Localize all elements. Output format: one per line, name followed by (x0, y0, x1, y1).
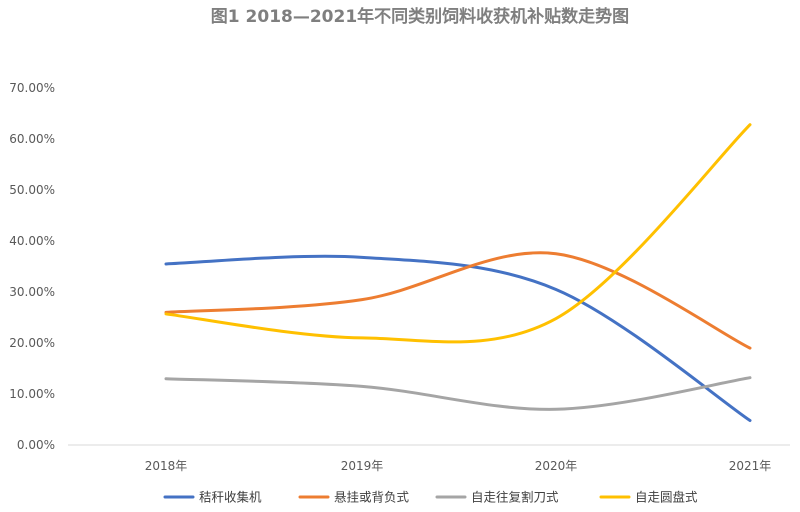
series-lines (164, 123, 752, 423)
legend-label: 自走圆盘式 (635, 490, 698, 505)
x-tick-label: 2018年 (145, 459, 188, 473)
chart-title: 图1 2018—2021年不同类别饲料收获机补贴数走势图 (211, 6, 629, 27)
x-tick-label: 2019年 (341, 459, 384, 473)
legend-label: 秸秆收集机 (199, 490, 262, 505)
y-tick-label: 50.00% (9, 183, 55, 197)
legend-label: 悬挂或背负式 (334, 490, 410, 505)
legend-label: 自走往复割刀式 (471, 490, 559, 505)
x-axis-ticks: 2018年 2019年 2020年 2021年 (145, 459, 772, 473)
x-tick-label: 2020年 (535, 459, 578, 473)
y-tick-label: 0.00% (17, 438, 55, 452)
series-line-4 (164, 123, 752, 344)
legend: 秸秆收集机 悬挂或背负式 自走往复割刀式 自走圆盘式 (163, 490, 698, 505)
y-tick-label: 40.00% (9, 234, 55, 248)
y-tick-label: 60.00% (9, 132, 55, 146)
y-tick-label: 30.00% (9, 285, 55, 299)
x-tick-label: 2021年 (729, 459, 772, 473)
y-axis-ticks: 0.00% 10.00% 20.00% 30.00% 40.00% 50.00% 60.00… (9, 81, 55, 452)
series-line-1 (164, 254, 752, 423)
y-tick-label: 10.00% (9, 387, 55, 401)
y-tick-label: 70.00% (9, 81, 55, 95)
series-line-3 (164, 376, 752, 411)
series-line-2 (164, 251, 752, 350)
y-tick-label: 20.00% (9, 336, 55, 350)
